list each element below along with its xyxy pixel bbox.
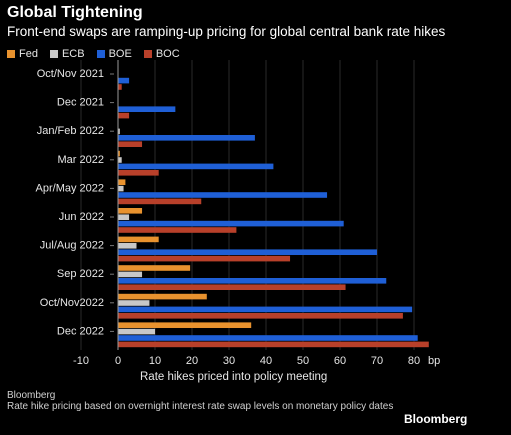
- bar-fed: [118, 179, 126, 185]
- category-label: Oct/Nov2022: [40, 297, 104, 309]
- legend-label-fed: Fed: [19, 48, 38, 60]
- category-label: Sep 2022: [57, 268, 104, 280]
- bar-boc: [118, 112, 130, 119]
- bar-fed: [118, 322, 252, 328]
- x-tick-label: 60: [334, 355, 346, 367]
- bar-boe: [118, 77, 130, 84]
- legend-swatch-fed: [7, 50, 15, 58]
- bar-boe: [118, 192, 328, 198]
- legend-swatch-ecb: [49, 50, 58, 58]
- chart-title: Global Tightening: [7, 4, 143, 21]
- x-tick-label: 0: [115, 355, 121, 367]
- x-tick-label: 80: [408, 355, 420, 367]
- legend-item-boc: BOC: [143, 48, 180, 60]
- bar-boc: [118, 255, 291, 262]
- bar-boc: [118, 84, 122, 90]
- legend-label-ecb: ECB: [61, 48, 85, 60]
- bar-ecb: [118, 271, 143, 278]
- footnote-text: Rate hike pricing based on overnight int…: [7, 401, 394, 412]
- x-tick-label: 40: [260, 355, 272, 367]
- bar-fed: [118, 265, 191, 271]
- category-label: Apr/May 2022: [36, 182, 104, 194]
- bar-ecb: [118, 214, 130, 220]
- bar-ecb: [118, 128, 120, 135]
- x-tick-label: 20: [186, 355, 198, 367]
- x-tick-label: 30: [223, 355, 235, 367]
- legend-item-ecb: ECB: [49, 48, 85, 60]
- x-tick-label: 10: [149, 355, 161, 367]
- legend-label-boe: BOE: [108, 48, 132, 60]
- footer: Bloomberg Rate hike pricing based on ove…: [7, 390, 397, 412]
- bar-ecb: [118, 157, 122, 163]
- bar-boc: [118, 284, 346, 290]
- x-tick-label: 50: [297, 355, 309, 367]
- category-label: Jan/Feb 2022: [37, 125, 104, 137]
- bar-boe: [118, 278, 387, 284]
- bar-boc: [118, 313, 403, 319]
- legend-swatch-boc: [143, 50, 152, 58]
- bar-boc: [118, 198, 202, 205]
- bar-boe: [118, 335, 418, 341]
- bloomberg-logo: Bloomberg: [404, 412, 468, 426]
- legend-label-boc: BOC: [155, 48, 180, 60]
- legend-item-boe: BOE: [96, 48, 132, 60]
- category-label: Dec 2022: [57, 325, 104, 337]
- x-tick-label: 70: [371, 355, 383, 367]
- legend-swatch-boe: [96, 50, 105, 58]
- bar-boe: [118, 135, 255, 141]
- bar-boe: [118, 163, 274, 170]
- category-label: Jun 2022: [59, 211, 104, 223]
- chart-subtitle: Front-end swaps are ramping-up pricing f…: [7, 24, 446, 39]
- bar-ecb: [118, 243, 137, 249]
- bar-boc: [118, 227, 237, 233]
- bar-fed: [118, 150, 120, 157]
- category-label: Mar 2022: [58, 154, 104, 166]
- category-label: Jul/Aug 2022: [40, 240, 104, 252]
- bar-ecb: [118, 185, 124, 192]
- category-label: Dec 2021: [57, 97, 104, 109]
- x-axis-unit: bp: [428, 355, 440, 367]
- x-axis-title: Rate hikes priced into policy meeting: [140, 371, 328, 383]
- bar-ecb: [118, 300, 150, 306]
- source-text: Bloomberg: [7, 390, 56, 401]
- bar-boc: [118, 341, 429, 348]
- category-label: Oct/Nov 2021: [37, 68, 104, 80]
- bar-boc: [118, 170, 159, 176]
- bar-fed: [118, 236, 159, 243]
- bar-boe: [118, 220, 344, 227]
- bar-fed: [118, 293, 207, 300]
- legend-item-fed: Fed: [7, 48, 38, 60]
- bar-boe: [118, 306, 413, 313]
- x-tick-label: -10: [73, 355, 89, 367]
- bar-ecb: [118, 328, 155, 335]
- legend: Fed ECB BOE BOC: [7, 48, 180, 60]
- bar-boe: [118, 106, 176, 112]
- bar-fed: [118, 208, 143, 214]
- bar-boc: [118, 141, 143, 147]
- bar-boe: [118, 249, 377, 255]
